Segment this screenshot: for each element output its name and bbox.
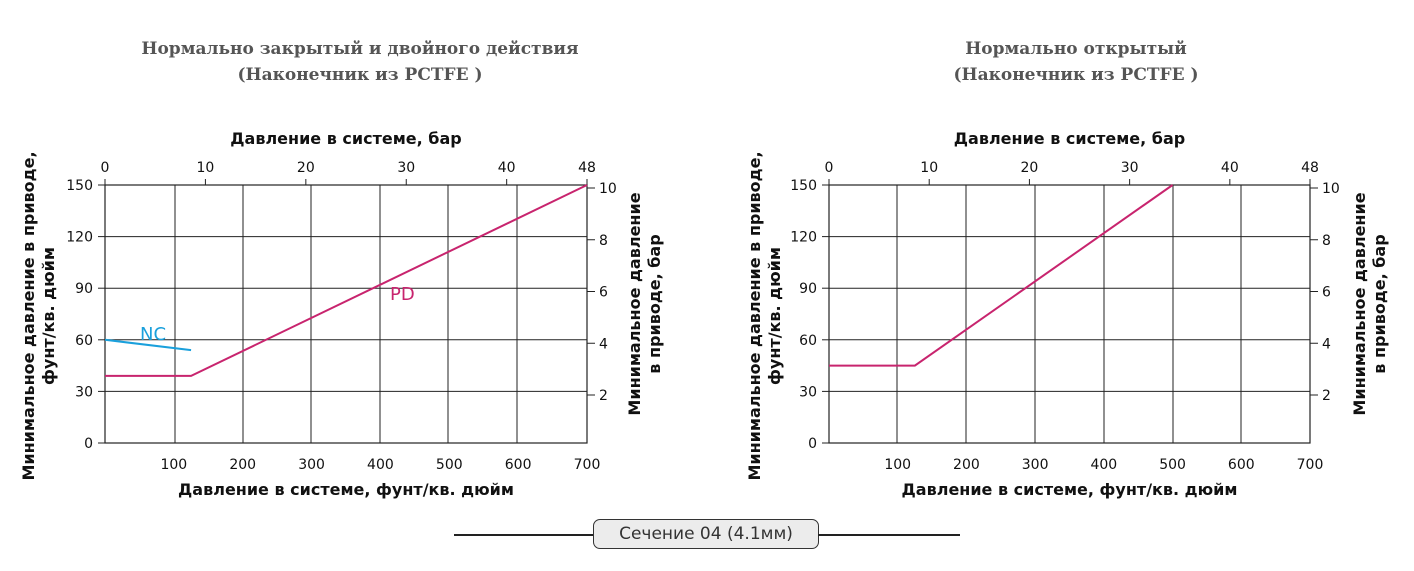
chart-title: Нормально открытый xyxy=(965,39,1187,59)
y-tick-label: 90 xyxy=(75,281,93,297)
y-tick-label: 60 xyxy=(799,333,817,349)
x-axis-title: Давление в системе, фунт/кв. дюйм xyxy=(902,480,1238,499)
series-line-nc xyxy=(104,338,192,352)
chart-subtitle: (Наконечник из PCTFE ) xyxy=(237,65,483,85)
y-tick-label: 120 xyxy=(790,230,817,246)
y2-tick-label: 2 xyxy=(599,388,608,404)
chart-title: Нормально закрытый и двойного действия xyxy=(141,39,579,59)
x-tick-label: 400 xyxy=(367,457,394,473)
plot-frame xyxy=(828,184,1311,444)
y2-tick-label: 4 xyxy=(599,336,608,352)
x-tick-label: 500 xyxy=(436,457,463,473)
footer-divider-right xyxy=(818,534,960,536)
x2-tick-label: 30 xyxy=(1121,160,1139,176)
x-tick-label: 200 xyxy=(229,457,256,473)
x2-tick-label: 0 xyxy=(101,160,110,176)
y2-tick-label: 4 xyxy=(1322,336,1331,352)
x2-tick-label: 20 xyxy=(297,160,315,176)
y2-tick-label: 6 xyxy=(1322,285,1331,301)
x-tick-label: 200 xyxy=(953,457,980,473)
chart-title-right: Нормально открытый (Наконечник из PCTFE … xyxy=(776,36,1376,88)
chart-subtitle: (Наконечник из PCTFE ) xyxy=(953,65,1199,85)
y2-tick-label: 8 xyxy=(1322,233,1331,249)
x2-tick-label: 30 xyxy=(397,160,415,176)
y2-tick-label: 10 xyxy=(599,181,617,197)
y-axis-title-line1: Минимальное давление в приводе, xyxy=(19,151,38,480)
series-label-nc: NC xyxy=(140,324,166,345)
y-tick-label: 0 xyxy=(84,436,93,452)
series-line-main xyxy=(829,184,1174,367)
chart-title-left: Нормально закрытый и двойного действия (… xyxy=(60,36,660,88)
x-axis-title: Давление в системе, фунт/кв. дюйм xyxy=(178,480,514,499)
y-axis-title-line2: фунт/кв. дюйм xyxy=(39,247,58,385)
series-label-pd: PD xyxy=(390,284,415,305)
x-tick-label: 500 xyxy=(1159,457,1186,473)
x2-axis-title: Давление в системе, бар xyxy=(230,129,461,148)
x-tick-label: 400 xyxy=(1090,457,1117,473)
y2-axis-title-line1: Минимальное давление xyxy=(625,192,644,415)
y-tick-label: 90 xyxy=(799,281,817,297)
y2-tick-label: 6 xyxy=(599,285,608,301)
series-line-pd xyxy=(105,184,588,377)
x2-tick-label: 40 xyxy=(1221,160,1239,176)
y-tick-label: 30 xyxy=(75,384,93,400)
x2-axis-title: Давление в системе, бар xyxy=(954,129,1185,148)
footer-divider-left xyxy=(454,534,594,536)
y-tick-label: 0 xyxy=(808,436,817,452)
section-badge: Сечение 04 (4.1мм) xyxy=(593,519,819,549)
x-tick-label: 100 xyxy=(884,457,911,473)
y-tick-label: 60 xyxy=(75,333,93,349)
x-tick-label: 300 xyxy=(1022,457,1049,473)
y-axis-title-line2: фунт/кв. дюйм xyxy=(765,247,784,385)
x-tick-label: 600 xyxy=(505,457,532,473)
y2-tick-label: 2 xyxy=(1322,388,1331,404)
x2-tick-label: 20 xyxy=(1021,160,1039,176)
y-tick-label: 30 xyxy=(799,384,817,400)
plot-frame xyxy=(104,184,588,444)
x-tick-label: 300 xyxy=(298,457,325,473)
x2-tick-label: 10 xyxy=(920,160,938,176)
x-tick-label: 600 xyxy=(1228,457,1255,473)
y-tick-label: 120 xyxy=(66,230,93,246)
y-tick-label: 150 xyxy=(66,178,93,194)
x2-tick-label: 40 xyxy=(498,160,516,176)
y-tick-label: 150 xyxy=(790,178,817,194)
x-tick-label: 700 xyxy=(574,457,601,473)
y2-tick-label: 8 xyxy=(599,233,608,249)
x-tick-label: 100 xyxy=(160,457,187,473)
y-axis-title-line1: Минимальное давление в приводе, xyxy=(745,151,764,480)
y2-axis-title-line2: в приводе, бар xyxy=(645,234,664,373)
y2-axis-title-line1: Минимальное давление xyxy=(1350,192,1369,415)
x2-tick-label: 48 xyxy=(578,160,596,176)
y2-axis-title-line2: в приводе, бар xyxy=(1370,234,1389,373)
x2-tick-label: 48 xyxy=(1301,160,1319,176)
x2-tick-label: 0 xyxy=(825,160,834,176)
x2-tick-label: 10 xyxy=(197,160,215,176)
y2-tick-label: 10 xyxy=(1322,181,1340,197)
x-tick-label: 700 xyxy=(1297,457,1324,473)
